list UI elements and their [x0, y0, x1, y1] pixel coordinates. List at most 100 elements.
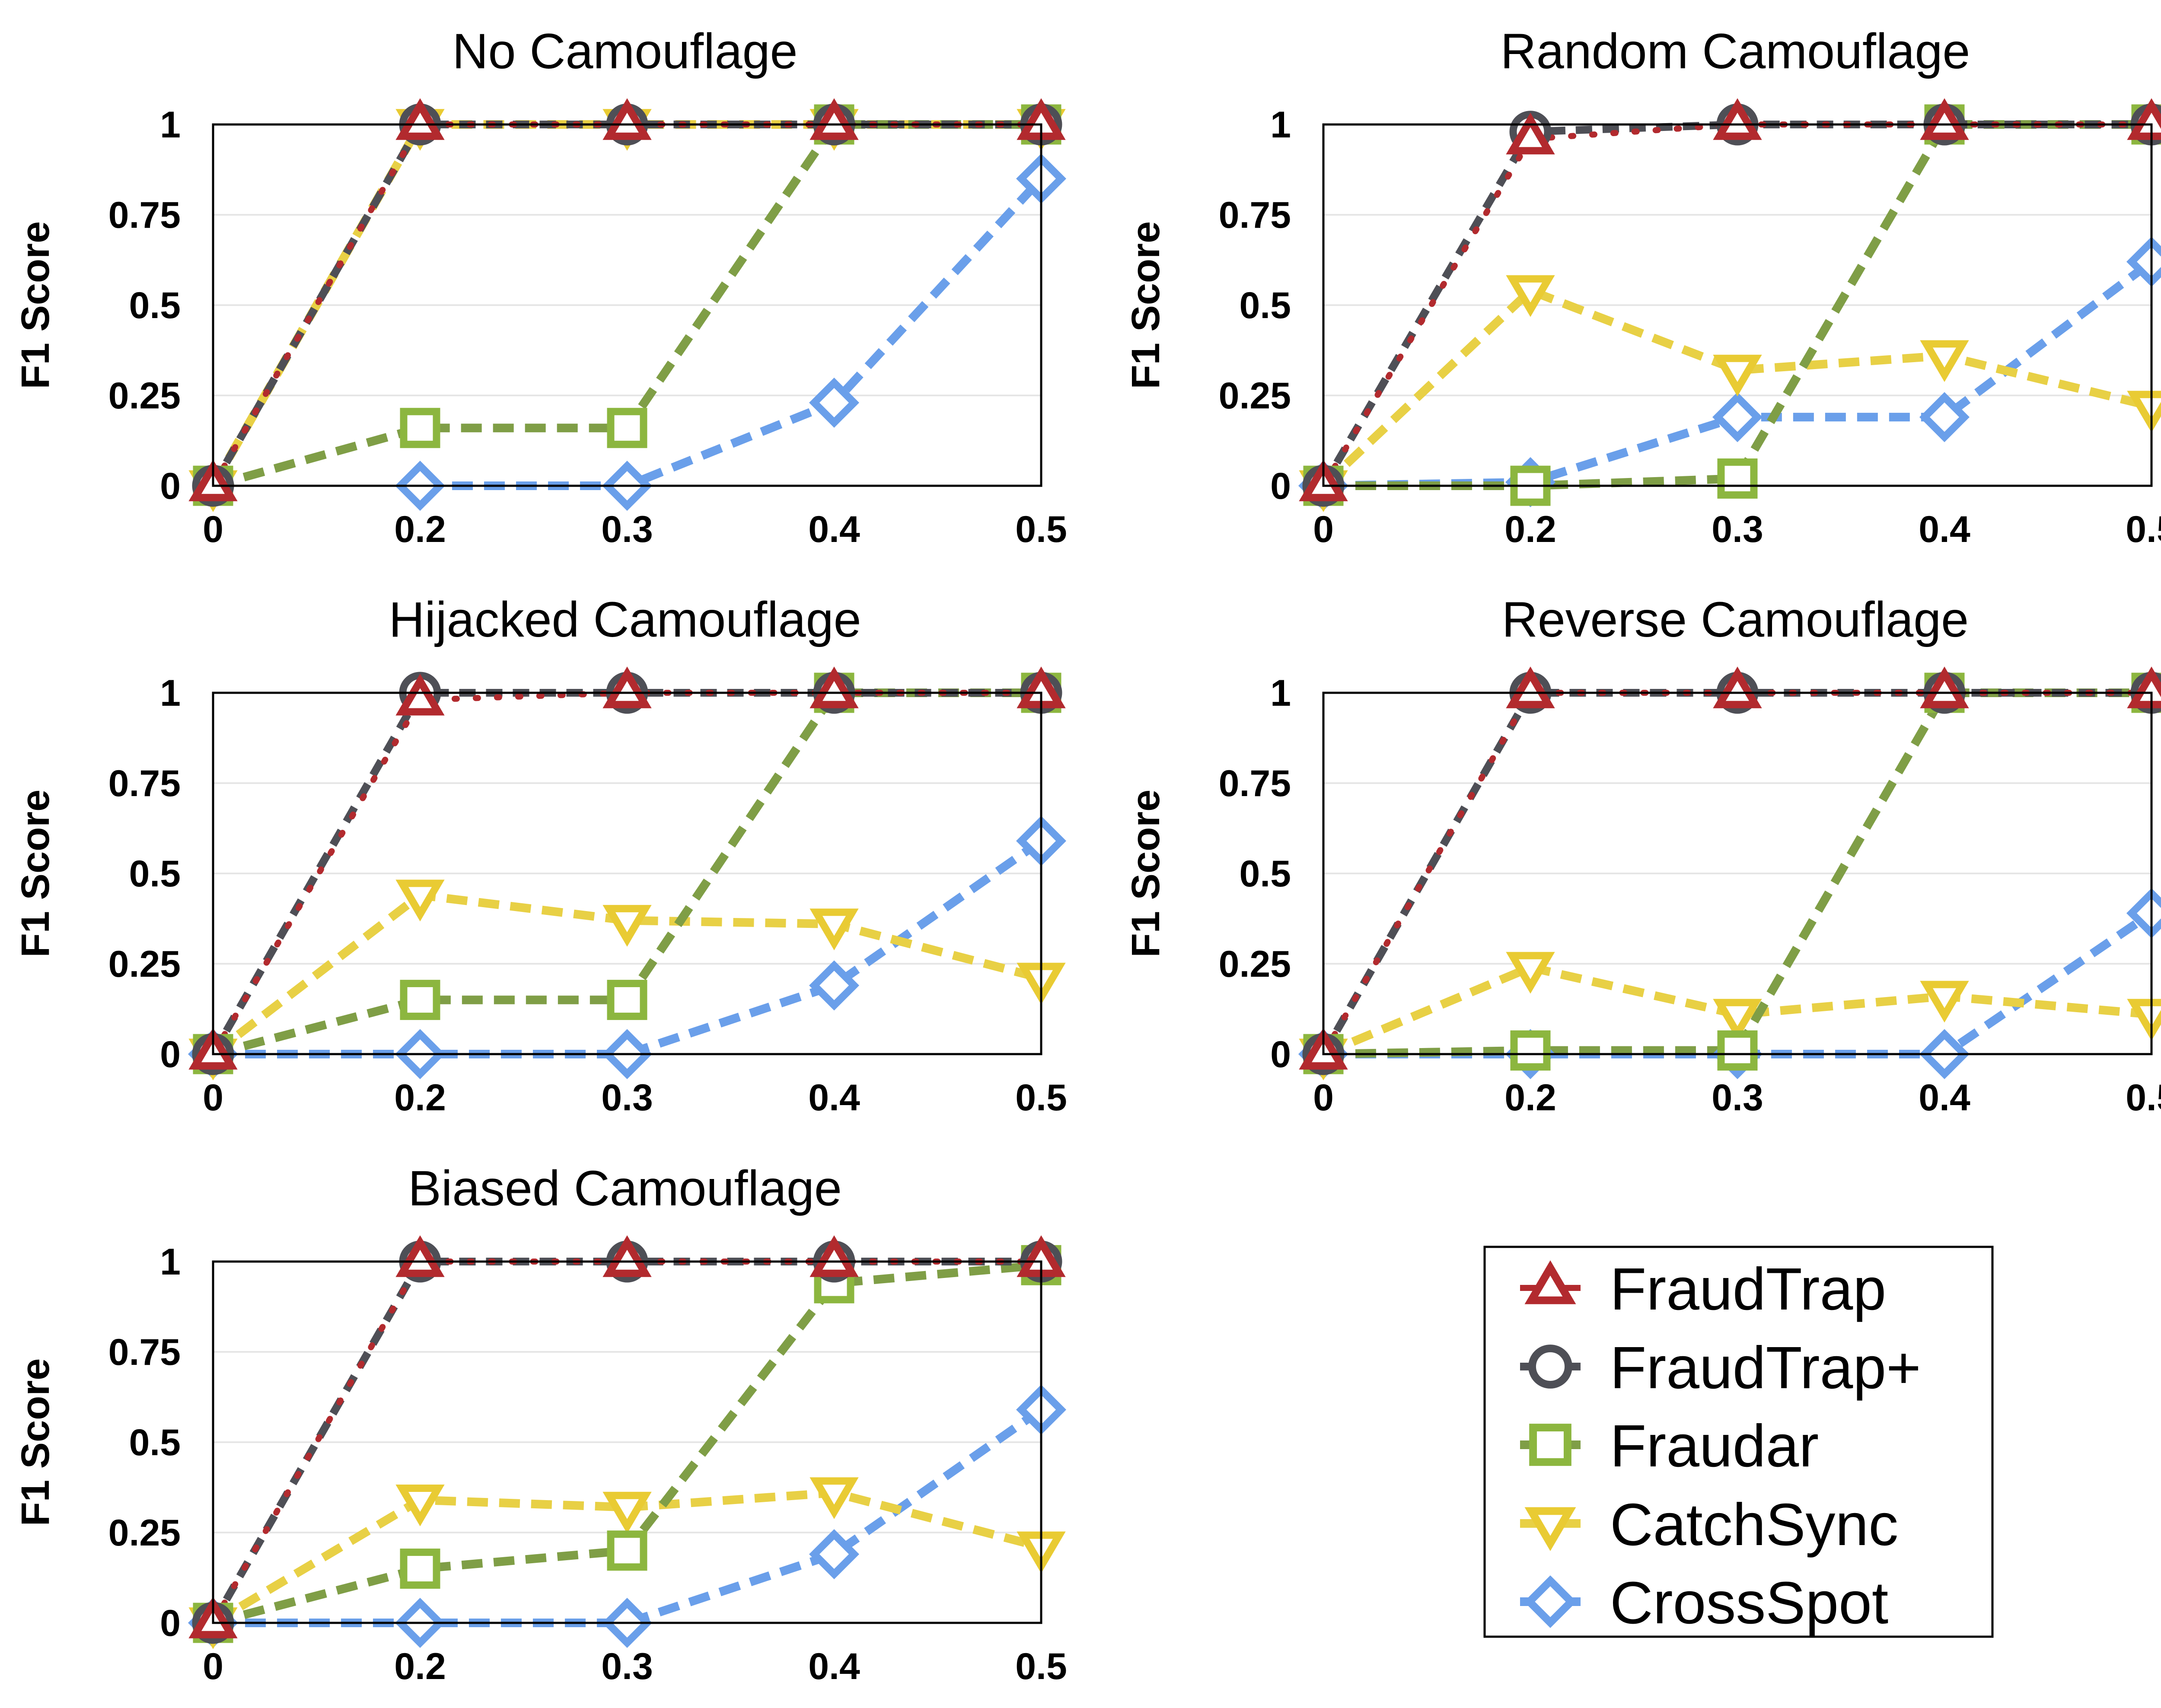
- y-tick-label: 0.25: [108, 1512, 181, 1554]
- y-tick-label: 0.75: [108, 194, 181, 236]
- x-tick-label: 0: [203, 1646, 223, 1687]
- data-point-crossspot: [809, 377, 860, 428]
- legend-item-crossspot: CrossSpot: [1520, 1570, 1888, 1636]
- legend-label-fraudtrap-plus: FraudTrap+: [1610, 1335, 1921, 1401]
- marker-layer: [188, 98, 1067, 512]
- x-tick-label: 0: [203, 1077, 223, 1118]
- data-point-catchsync: [810, 1477, 859, 1519]
- y-tick-label: 1: [160, 104, 181, 146]
- y-tick-label: 1: [1270, 672, 1291, 714]
- x-tick-label: 0.5: [1015, 1646, 1067, 1687]
- legend-marker-fraudtrap-plus: [1520, 1345, 1581, 1389]
- legend-marker-fraudtrap: [1520, 1260, 1581, 1304]
- chart-panels: No Camouflage 0 0.25 0.5 0.75 1 0 0.2 0.3 0.4 0.5 F…: [13, 24, 2161, 1687]
- legend: FraudTrap FraudTrap+ Fraudar CatchSync C…: [1483, 1246, 1994, 1638]
- panel-title: No Camouflage: [452, 24, 797, 79]
- y-tick-label: 0.5: [129, 1422, 181, 1463]
- legend-marker-catchsync: [1520, 1507, 1581, 1551]
- data-point-fraudtrap: [810, 1235, 859, 1277]
- data-point-fraudar: [400, 408, 440, 448]
- chart-panel-hijacked-camouflage: Hijacked Camouflage 0 0.25 0.5 0.75 1 0 0.2 0.3 0…: [13, 592, 1067, 1118]
- y-tick-label: 0.5: [1239, 285, 1291, 326]
- data-point-fraudar: [607, 980, 647, 1020]
- data-point-catchsync: [602, 905, 652, 947]
- data-point-fraudtrap: [1713, 666, 1762, 708]
- x-tick-label: 0.4: [808, 509, 860, 550]
- y-tick-label: 0.75: [108, 1332, 181, 1373]
- series-line-catchsync: [210, 891, 1042, 1058]
- data-point-catchsync: [810, 908, 859, 950]
- data-point-fraudtrap: [395, 673, 445, 716]
- y-tick-label: 0: [1270, 465, 1291, 507]
- y-tick-label: 0.25: [108, 375, 181, 417]
- data-point-catchsync: [1506, 952, 1555, 994]
- legend-label-crossspot: CrossSpot: [1610, 1570, 1888, 1636]
- x-tick-label: 0.5: [1015, 509, 1067, 550]
- x-tick-label: 0.4: [1919, 509, 1970, 550]
- plot-frame: [212, 1260, 1042, 1624]
- data-point-catchsync: [1506, 275, 1555, 317]
- y-axis-label: F1 Score: [1124, 790, 1168, 958]
- chart-panel-no-camouflage: No Camouflage 0 0.25 0.5 0.75 1 0 0.2 0.3 0.4 0.5 F…: [13, 24, 1067, 550]
- legend-marker-fraudar: [1520, 1424, 1581, 1466]
- data-point-catchsync: [1920, 981, 1969, 1023]
- legend-symbol-fraudtrap-plus: [1528, 1345, 1572, 1389]
- y-tick-label: 0.25: [1219, 375, 1291, 417]
- series-line-fraudtrap: [210, 1259, 1044, 1626]
- data-point-fraudtrap: [1506, 666, 1555, 708]
- y-tick-label: 0: [160, 1603, 181, 1644]
- data-point-fraudtrap: [395, 98, 445, 140]
- legend-label-catchsync: CatchSync: [1610, 1491, 1898, 1558]
- x-tick-label: 0.2: [1504, 1077, 1556, 1118]
- panel-title: Biased Camouflage: [408, 1161, 842, 1216]
- x-tick-label: 0.3: [601, 1646, 653, 1687]
- data-point-fraudtrap: [1713, 98, 1762, 140]
- plot-frame: [212, 691, 1042, 1055]
- data-point-fraudar: [400, 980, 440, 1020]
- series-line-catchsync: [1320, 286, 2153, 489]
- data-point-fraudtrap: [602, 1235, 652, 1277]
- legend-label-fraudar: Fraudar: [1610, 1413, 1819, 1479]
- data-point-crossspot: [809, 1529, 860, 1580]
- data-point-fraudar: [1717, 458, 1758, 499]
- y-tick-label: 1: [1270, 104, 1291, 146]
- y-tick-label: 0.5: [1239, 853, 1291, 895]
- data-point-fraudtrap: [1920, 98, 1969, 140]
- x-tick-label: 0: [1313, 509, 1334, 550]
- y-tick-label: 0.5: [129, 285, 181, 326]
- data-point-crossspot: [1712, 392, 1763, 443]
- y-axis-label: F1 Score: [1124, 221, 1168, 389]
- data-point-fraudtrap: [810, 98, 859, 140]
- legend-symbol-fraudtrap: [1524, 1260, 1576, 1304]
- data-point-fraudtrap: [602, 666, 652, 708]
- data-point-catchsync: [395, 879, 445, 921]
- chart-panel-biased-camouflage: Biased Camouflage 0 0.25 0.5 0.75 1 0 0.2 0.3 0.4…: [13, 1161, 1067, 1687]
- legend-item-fraudtrap: FraudTrap: [1520, 1256, 1886, 1322]
- x-tick-label: 0.4: [1919, 1077, 1970, 1118]
- x-tick-label: 0.4: [808, 1077, 860, 1118]
- x-tick-label: 0.5: [1015, 1077, 1067, 1118]
- legend-symbol-catchsync: [1524, 1507, 1576, 1551]
- plot-frame: [1322, 691, 2153, 1055]
- y-tick-label: 0.75: [1219, 194, 1291, 236]
- plot-frame: [212, 123, 1042, 487]
- series-line-fraudtrap: [210, 121, 1044, 489]
- legend-symbol-fraudar: [1529, 1424, 1571, 1466]
- x-tick-label: 0: [1313, 1077, 1334, 1118]
- y-tick-label: 0: [160, 465, 181, 507]
- y-tick-label: 0: [1270, 1034, 1291, 1075]
- data-point-fraudtrap: [810, 666, 859, 708]
- x-tick-label: 0.4: [808, 1646, 860, 1687]
- x-tick-label: 0.2: [394, 509, 446, 550]
- data-point-fraudtrap: [1920, 666, 1969, 708]
- y-tick-label: 0: [160, 1034, 181, 1075]
- legend-marker-crossspot: [1520, 1575, 1581, 1628]
- data-point-catchsync: [395, 1484, 445, 1526]
- x-tick-label: 0.5: [2126, 1077, 2161, 1118]
- series-line-fraudtrap: [1320, 690, 2155, 1057]
- data-point-catchsync: [602, 1491, 652, 1534]
- data-point-crossspot: [809, 960, 860, 1011]
- x-tick-label: 0.2: [394, 1646, 446, 1687]
- y-axis-label: F1 Score: [13, 790, 57, 958]
